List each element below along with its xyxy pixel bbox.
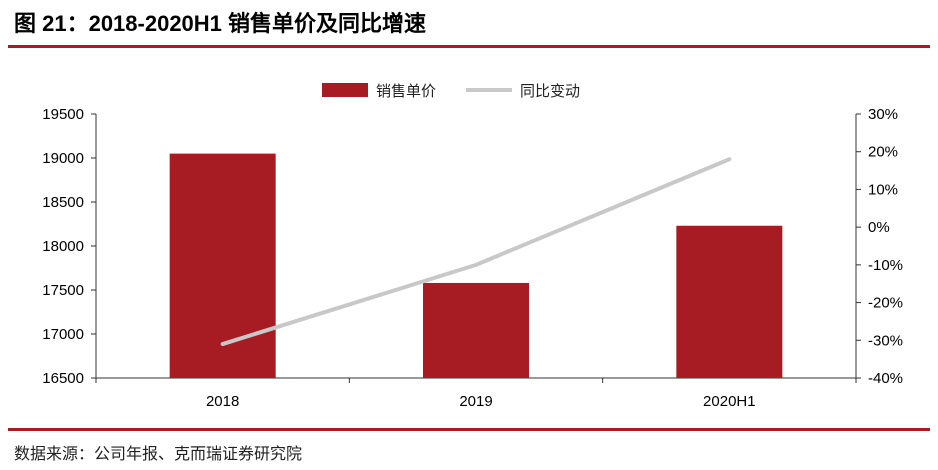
legend-line-label: 同比变动 <box>520 82 580 100</box>
right-axis-tick-label: 20% <box>868 144 898 161</box>
bar <box>676 225 783 378</box>
bar <box>423 282 529 378</box>
line-series <box>220 157 732 347</box>
x-axis-tick-label: 2019 <box>459 393 492 410</box>
bar <box>169 153 276 378</box>
left-axis-tick-label: 17500 <box>42 282 84 299</box>
x-axis-tick-label: 2020H1 <box>703 393 756 410</box>
right-axis-tick-label: -40% <box>868 370 903 387</box>
left-axis-tick-label: 18000 <box>42 238 84 255</box>
right-axis-tick-label: 10% <box>868 181 898 198</box>
left-axis-tick-label: 16500 <box>42 370 84 387</box>
right-axis-tick-label: 0% <box>868 219 890 236</box>
title-rule <box>8 45 930 48</box>
legend-bar-swatch <box>322 83 368 97</box>
legend: 销售单价 同比变动 <box>322 82 580 100</box>
left-axis-tick-label: 19000 <box>42 150 84 167</box>
left-axis-tick-label: 18500 <box>42 194 84 211</box>
bar-series <box>169 153 783 378</box>
left-axis-tick-label: 17000 <box>42 326 84 343</box>
chart-title: 图 21：2018-2020H1 销售单价及同比增速 <box>14 11 427 36</box>
right-axis-tick-label: 30% <box>868 106 898 123</box>
source-note: 数据来源：公司年报、克而瑞证券研究院 <box>14 444 303 463</box>
chart-canvas: 销售单价 同比变动 19500 19000 18500 18000 17500 17000… <box>42 82 903 410</box>
legend-bar-label: 销售单价 <box>376 82 436 100</box>
yoy-line <box>220 157 732 347</box>
right-axis-tick-label: -30% <box>868 332 903 349</box>
footer-rule <box>8 428 930 431</box>
x-axis-tick-label: 2018 <box>206 393 239 410</box>
right-axis-tick-label: -10% <box>868 257 903 274</box>
right-axis-tick-label: -20% <box>868 295 903 312</box>
left-axis-tick-label: 19500 <box>42 106 84 123</box>
